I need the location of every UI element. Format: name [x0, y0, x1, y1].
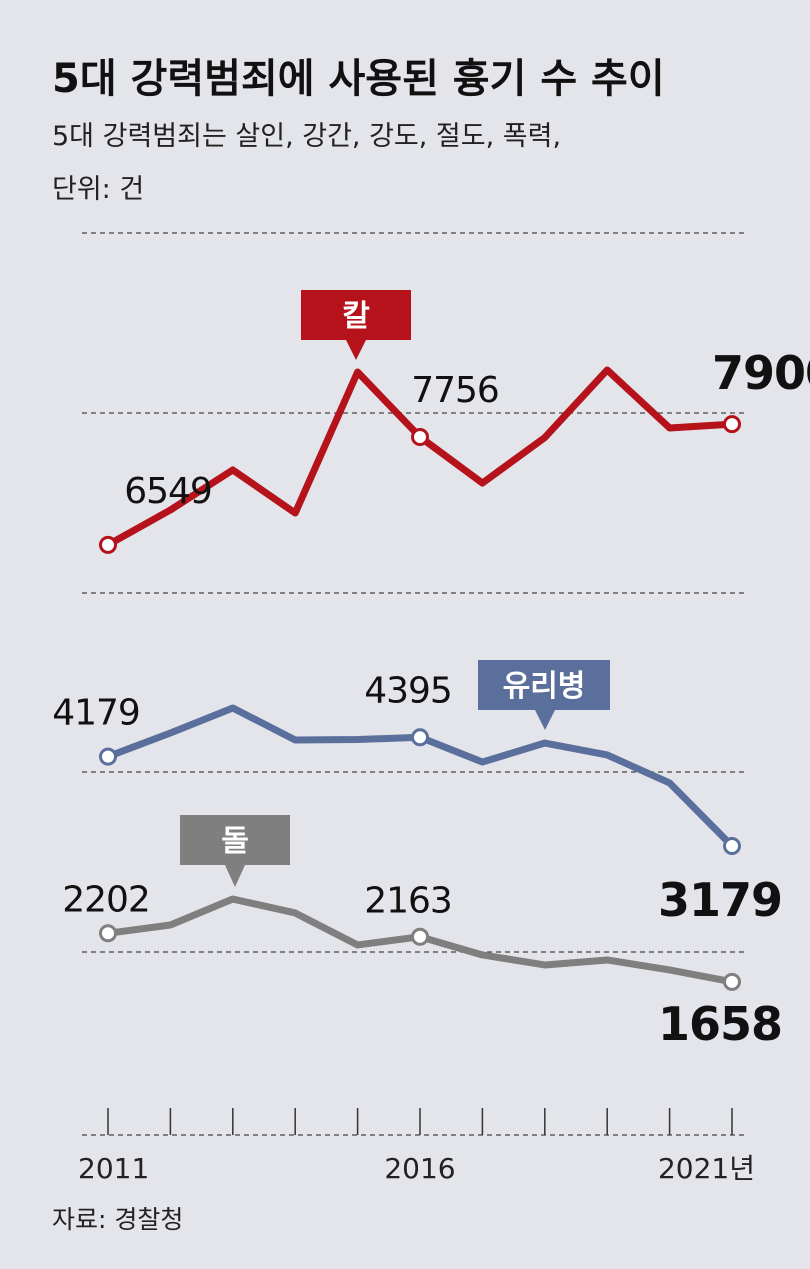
point-marker: [411, 428, 429, 447]
legend-label: 돌: [221, 824, 249, 859]
legend-pointer: [535, 710, 555, 730]
chart-subtitle: 5대 강력범죄는 살인, 강간, 강도, 절도, 폭력,: [52, 121, 561, 152]
point-marker: [411, 927, 429, 946]
unit-note: 단위: 건: [52, 174, 144, 205]
legend-label: 칼: [342, 299, 370, 334]
decorative-grid: [82, 232, 748, 1136]
value-label: 1658: [658, 997, 782, 1051]
legend-box: [180, 815, 290, 865]
x-tick-label: 2011: [78, 1152, 149, 1185]
point-marker: [411, 728, 429, 747]
point-marker: [99, 535, 117, 554]
value-label: 2202: [62, 879, 150, 920]
legend-label: 유리병: [503, 669, 586, 704]
point-marker: [723, 836, 741, 855]
legend-box: [478, 660, 610, 710]
value-label: 7756: [411, 370, 499, 411]
point-marker: [99, 924, 117, 943]
legend-box: [301, 290, 411, 340]
value-label: 7900: [712, 346, 810, 400]
value-label: 2163: [364, 881, 452, 922]
x-tick-label: 2021년: [658, 1152, 755, 1185]
value-label: 3179: [658, 873, 782, 927]
source: 자료: 경찰청: [52, 1205, 183, 1234]
value-label: 6549: [124, 471, 212, 512]
legend-pointer: [346, 340, 366, 360]
point-marker: [723, 972, 741, 991]
value-label: 4395: [364, 670, 452, 711]
x-tick-label: 2016: [384, 1152, 455, 1185]
point-marker: [99, 747, 117, 766]
legend-pointer: [225, 865, 245, 887]
point-marker: [723, 415, 741, 434]
value-label: 4179: [52, 693, 140, 734]
chart-title: 5대 강력범죄에 사용된 흉기 수 추이: [52, 56, 665, 102]
